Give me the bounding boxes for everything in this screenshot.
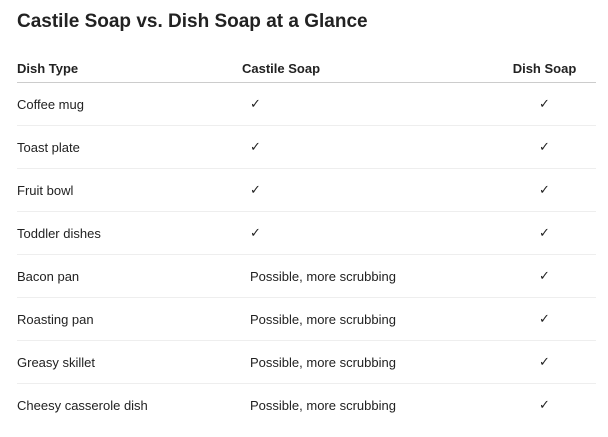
table-cell: ✓: [493, 125, 596, 169]
table-cell: Possible, more scrubbing: [250, 397, 396, 413]
column-header: Dish Type: [17, 54, 242, 83]
table-cell: ✓: [242, 82, 493, 126]
table-row: Greasy skillet Possible, more scrubbing ✓: [17, 340, 596, 384]
table-row: Roasting pan Possible, more scrubbing ✓: [17, 297, 596, 341]
table-cell: ✓: [493, 297, 596, 341]
table-cell: Cheesy casserole dish: [17, 397, 148, 413]
comparison-table: Dish Type Castile Soap Dish Soap Coffee mug…: [17, 54, 596, 426]
column-header: Dish Soap: [493, 54, 596, 83]
table-cell: ✓: [493, 340, 596, 384]
table-cell: ✓: [539, 397, 550, 412]
table-cell: Greasy skillet: [17, 340, 242, 384]
table-cell: Roasting pan: [17, 297, 242, 341]
table-cell: ✓: [493, 82, 596, 126]
table-cell: ✓: [493, 211, 596, 255]
table-cell: Possible, more scrubbing: [242, 254, 493, 298]
table-cell: ✓: [242, 211, 493, 255]
table-cell: Toddler dishes: [17, 211, 242, 255]
table-row: Coffee mug ✓ ✓: [17, 82, 596, 126]
table-cell: Fruit bowl: [17, 168, 242, 212]
table-cell: Possible, more scrubbing: [242, 340, 493, 384]
table-cell: Coffee mug: [17, 82, 242, 126]
table-row: Fruit bowl ✓ ✓: [17, 168, 596, 212]
table-cell: ✓: [242, 168, 493, 212]
table-row: Toast plate ✓ ✓: [17, 125, 596, 169]
column-header: Castile Soap: [242, 54, 493, 83]
table-cell: Possible, more scrubbing: [242, 297, 493, 341]
table-cell: ✓: [493, 254, 596, 298]
table-cell: ✓: [242, 125, 493, 169]
table-row: Toddler dishes ✓ ✓: [17, 211, 596, 255]
table-cell: Bacon pan: [17, 254, 242, 298]
table-cell: ✓: [493, 168, 596, 212]
table-row: Bacon pan Possible, more scrubbing ✓: [17, 254, 596, 298]
title: Castile Soap vs. Dish Soap at a Glance: [17, 11, 368, 32]
table-row: Cheesy casserole dish Possible, more scru…: [17, 384, 596, 427]
table-cell: Toast plate: [17, 125, 242, 169]
